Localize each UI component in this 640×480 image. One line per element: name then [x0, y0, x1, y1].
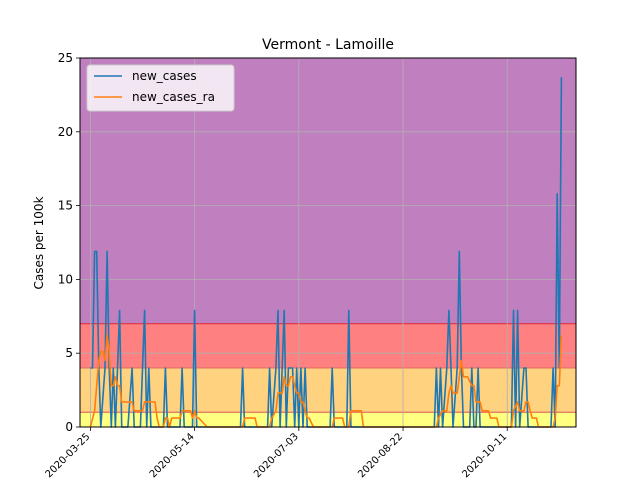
x-tick-label-4: 2020-10-11 — [460, 431, 509, 480]
x-tick-label-2: 2020-07-03 — [252, 431, 301, 480]
y-axis-label: Cases per 100k — [32, 196, 46, 289]
series-line-new_cases_ra — [89, 334, 563, 428]
legend-label-new_cases_ra: new_cases_ra — [132, 90, 215, 104]
threshold-bands — [80, 58, 576, 427]
y-axis-ticks: 0 5 10 15 20 25 — [58, 51, 80, 434]
threshold-band-0 — [80, 412, 576, 427]
legend: new_cases new_cases_ra — [86, 64, 235, 112]
x-tick-label-1: 2020-05-14 — [148, 431, 197, 480]
y-tick-label-5: 25 — [58, 51, 73, 65]
y-tick-label-3: 15 — [58, 199, 73, 213]
plot-frame — [79, 57, 577, 428]
y-tick-label-0: 0 — [65, 420, 73, 434]
y-tick-label-1: 5 — [65, 346, 73, 360]
y-tick-label-4: 20 — [58, 125, 73, 139]
threshold-band-1 — [80, 367, 576, 413]
x-tick-label-0: 2020-03-25 — [44, 431, 93, 480]
x-tick-label-3: 2020-08-22 — [356, 431, 405, 480]
threshold-band-2 — [80, 323, 576, 368]
y-tick-label-2: 10 — [58, 272, 73, 286]
legend-label-new_cases: new_cases — [132, 69, 197, 83]
chart-title: Vermont - Lamoille — [262, 37, 394, 53]
x-axis-ticks: 2020-03-25 2020-05-14 2020-07-03 2020-08-22… — [44, 427, 509, 480]
legend-box — [86, 64, 235, 112]
